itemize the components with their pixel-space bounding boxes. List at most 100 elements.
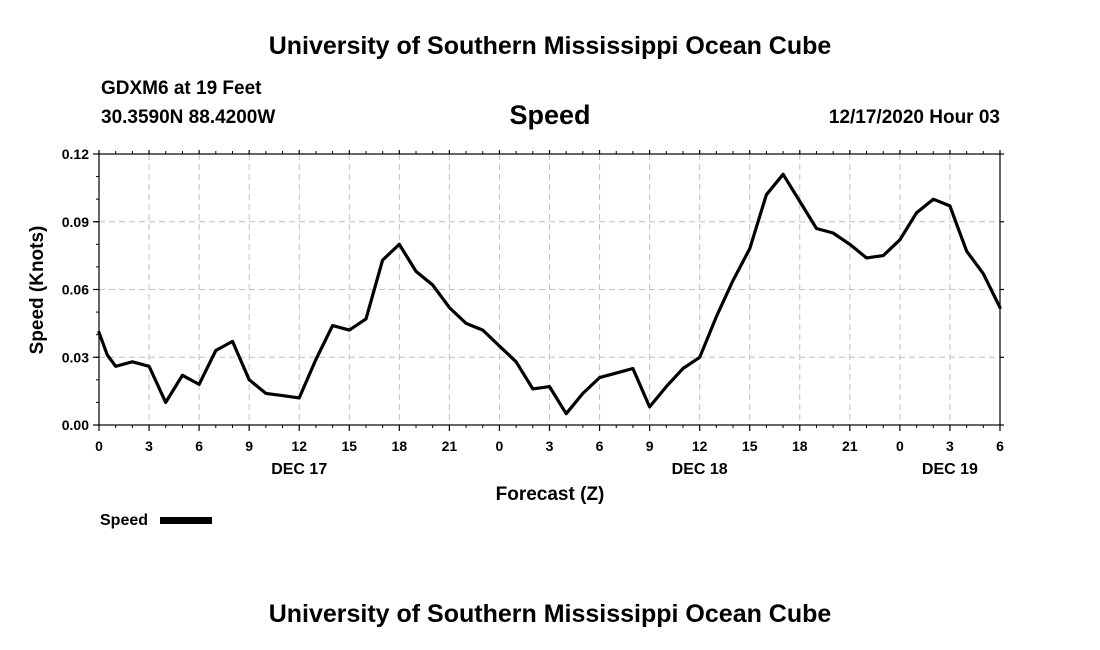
speed-data-point bbox=[748, 248, 751, 250]
speed-data-point bbox=[815, 227, 818, 230]
x-tick-label: 0 bbox=[496, 438, 504, 454]
speed-data-point bbox=[782, 173, 784, 176]
speed-data-point bbox=[498, 345, 501, 347]
coordinates-label: 30.3590N 88.4200W bbox=[101, 107, 276, 128]
tick-labels: 0 3 6 9 12 15 18 21 0 3 6 9 12 15 18 21 0 3 6 0.00 0.03 0.06 0… bbox=[62, 146, 1004, 478]
x-tick-label: 21 bbox=[842, 438, 858, 454]
speed-data-point bbox=[131, 361, 134, 363]
x-tick-label: 15 bbox=[742, 438, 758, 454]
x-tick-label: 21 bbox=[442, 438, 458, 454]
x-tick-label: 0 bbox=[896, 438, 904, 454]
x-tick-label: 15 bbox=[341, 438, 357, 454]
speed-data-point bbox=[98, 331, 100, 334]
speed-series-line bbox=[97, 172, 1002, 416]
speed-data-point bbox=[148, 365, 150, 368]
speed-data-point bbox=[698, 356, 701, 359]
speed-data-point bbox=[615, 372, 617, 374]
legend-label: Speed bbox=[100, 512, 148, 529]
speed-data-point bbox=[215, 349, 217, 352]
x-axis-label: Forecast (Z) bbox=[496, 484, 605, 505]
speed-data-point bbox=[715, 315, 718, 318]
day-label: DEC 19 bbox=[922, 461, 978, 478]
speed-data-point bbox=[398, 243, 401, 246]
speed-data-point bbox=[582, 392, 584, 395]
x-tick-label: 18 bbox=[792, 438, 808, 454]
speed-data-point bbox=[348, 329, 351, 331]
y-tick-label: 0.06 bbox=[62, 282, 89, 298]
speed-data-point bbox=[281, 394, 284, 397]
speed-data-point bbox=[932, 198, 935, 200]
x-tick-label: 0 bbox=[95, 438, 103, 454]
speed-data-point bbox=[515, 361, 517, 363]
speed-data-point bbox=[331, 324, 334, 327]
speed-data-point bbox=[949, 205, 951, 207]
day-label: DEC 18 bbox=[672, 461, 728, 478]
speed-data-point bbox=[982, 272, 985, 275]
speed-data-point bbox=[732, 279, 734, 282]
speed-data-point bbox=[298, 397, 301, 399]
datetime-label: 12/17/2020 Hour 03 bbox=[828, 107, 1000, 128]
speed-data-point bbox=[265, 392, 267, 395]
speed-data-point bbox=[565, 412, 567, 415]
legend-swatch bbox=[160, 517, 212, 524]
plot-frame bbox=[98, 153, 1001, 426]
footer-title: University of Southern Mississippi Ocean… bbox=[268, 600, 832, 628]
chart-title: University of Southern Mississippi Ocean… bbox=[268, 32, 832, 60]
station-label: GDXM6 at 19 Feet bbox=[101, 78, 262, 99]
speed-data-point bbox=[198, 383, 200, 386]
y-axis-label: Speed (Knots) bbox=[27, 226, 48, 355]
speed-data-point bbox=[799, 200, 801, 203]
x-tick-label: 3 bbox=[546, 438, 554, 454]
y-tick-label: 0.00 bbox=[62, 417, 89, 433]
speed-data-point bbox=[106, 354, 109, 356]
y-tick-label: 0.03 bbox=[62, 349, 89, 365]
speed-data-point bbox=[548, 385, 551, 388]
speed-data-point bbox=[248, 379, 250, 381]
x-tick-label: 3 bbox=[946, 438, 954, 454]
speed-data-point bbox=[164, 401, 167, 404]
speed-data-point bbox=[648, 406, 651, 408]
speed-data-point bbox=[765, 193, 768, 196]
speed-data-point bbox=[415, 270, 417, 273]
grid bbox=[99, 154, 1000, 425]
x-tick-label: 6 bbox=[195, 438, 203, 454]
speed-data-point bbox=[465, 322, 467, 325]
speed-data-point bbox=[532, 388, 534, 390]
x-tick-label: 12 bbox=[692, 438, 708, 454]
speed-data-point bbox=[431, 284, 434, 286]
speed-data-point bbox=[882, 254, 884, 257]
speed-data-point bbox=[682, 367, 684, 370]
day-label: DEC 17 bbox=[271, 461, 327, 478]
speed-data-point bbox=[381, 259, 384, 261]
speed-data-point bbox=[315, 358, 317, 361]
y-tick-label: 0.12 bbox=[62, 146, 89, 162]
speed-data-point bbox=[231, 340, 234, 343]
speed-data-point bbox=[665, 385, 668, 388]
speed-data-point bbox=[181, 374, 184, 377]
speed-data-point bbox=[999, 306, 1001, 309]
speed-data-point bbox=[849, 243, 851, 246]
speed-data-point bbox=[632, 367, 634, 370]
speed-data-point bbox=[899, 239, 901, 241]
speed-data-point bbox=[915, 211, 918, 214]
speed-data-point bbox=[965, 250, 968, 252]
x-tick-label: 9 bbox=[245, 438, 253, 454]
speed-data-point bbox=[448, 306, 451, 309]
x-tick-label: 9 bbox=[646, 438, 654, 454]
x-tick-label: 12 bbox=[291, 438, 307, 454]
speed-data-point bbox=[482, 329, 484, 331]
speed-data-point bbox=[114, 365, 117, 368]
speed-data-point bbox=[865, 257, 868, 259]
speed-data-point bbox=[598, 376, 601, 379]
x-tick-label: 18 bbox=[392, 438, 408, 454]
speed-data-point bbox=[832, 232, 834, 234]
variable-title: Speed bbox=[509, 100, 591, 130]
y-tick-label: 0.09 bbox=[62, 214, 89, 230]
series-layer bbox=[97, 172, 1002, 416]
x-tick-label: 3 bbox=[145, 438, 153, 454]
x-tick-label: 6 bbox=[596, 438, 604, 454]
x-tick-label: 6 bbox=[996, 438, 1004, 454]
tick-marks bbox=[93, 150, 1004, 431]
speed-data-point bbox=[365, 318, 367, 320]
